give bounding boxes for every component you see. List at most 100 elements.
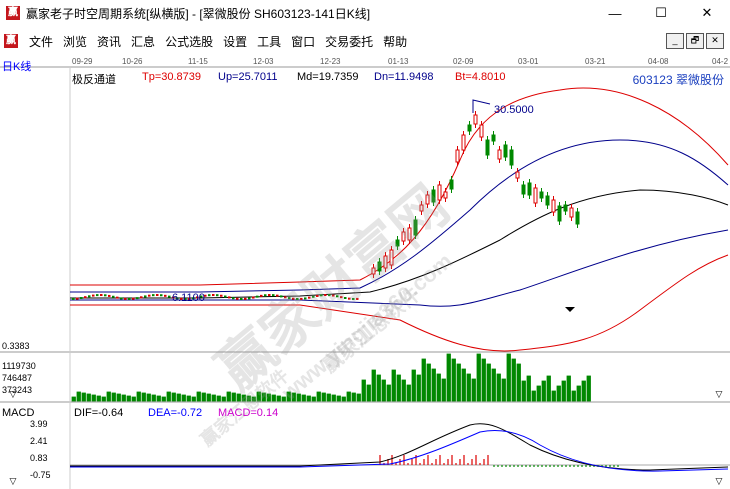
volume-bar xyxy=(191,396,196,402)
menu-info[interactable]: 资讯 xyxy=(97,34,122,49)
volume-bar xyxy=(266,393,271,402)
volume-bar xyxy=(151,394,156,402)
indicator-tp: Tp=30.8739 xyxy=(142,71,202,83)
indicator-bt: Bt=4.8010 xyxy=(455,71,506,83)
candle xyxy=(288,297,291,300)
candle xyxy=(533,187,538,204)
candle xyxy=(152,294,155,297)
scroll-down-icon[interactable]: ▽ xyxy=(9,389,17,399)
maximize-button[interactable]: ☐ xyxy=(655,5,667,20)
volume-bar xyxy=(291,392,296,402)
indicator-dn: Dn=11.9498 xyxy=(374,71,434,83)
volume-bar xyxy=(276,395,281,402)
candle xyxy=(120,297,123,300)
volume-bar xyxy=(201,392,206,402)
volume-bar xyxy=(281,396,286,402)
menu-tools[interactable]: 工具 xyxy=(257,34,282,49)
candle xyxy=(328,294,331,297)
volume-bar xyxy=(461,368,466,402)
close-button[interactable]: ✕ xyxy=(701,5,713,20)
volume-bar xyxy=(391,369,396,402)
low-price-marker: 6.1100 xyxy=(172,292,205,304)
candle xyxy=(569,207,574,218)
volume-bar xyxy=(186,395,191,402)
mdi-minimize-button[interactable]: _ xyxy=(666,33,684,49)
candle xyxy=(395,239,400,247)
macd-scroll-right-icon[interactable]: ▽ xyxy=(715,476,723,486)
mdi-close-button[interactable]: ✕ xyxy=(706,33,724,49)
candle xyxy=(563,204,568,212)
kline-chart[interactable] xyxy=(0,54,730,489)
price-floor-label: 0.3383 xyxy=(2,341,30,351)
candle xyxy=(160,294,163,297)
volume-bar xyxy=(471,378,476,402)
mdi-restore-button[interactable]: 🗗 xyxy=(686,33,704,49)
volume-bar xyxy=(136,391,141,402)
candle xyxy=(76,297,79,300)
candle xyxy=(248,297,251,300)
candle xyxy=(96,294,99,297)
candle xyxy=(491,134,496,142)
macd-value: MACD=0.14 xyxy=(218,407,279,419)
candle xyxy=(224,295,227,298)
candle xyxy=(551,199,556,213)
candle xyxy=(425,194,430,205)
volume-bar xyxy=(106,391,111,402)
minimize-button[interactable]: — xyxy=(608,5,622,21)
candle xyxy=(479,124,484,138)
chart-area[interactable]: 赢家财富网 www.yingjia360.com 赢家江恩软件 赢家江恩软件 xyxy=(0,54,730,489)
candle xyxy=(196,296,199,299)
volume-bar xyxy=(441,378,446,402)
menu-huixi[interactable]: 汇息 xyxy=(131,34,156,49)
menu-formula[interactable]: 公式选股 xyxy=(165,34,214,49)
indicator-name: 极反通道 xyxy=(72,74,116,86)
volume-bar xyxy=(386,384,391,402)
volume-bar xyxy=(221,396,226,402)
menu-file[interactable]: 文件 xyxy=(29,34,54,49)
volume-bar xyxy=(146,393,151,402)
candle xyxy=(100,294,103,297)
volume-bar xyxy=(301,394,306,402)
macd-label[interactable]: MACD xyxy=(2,407,35,419)
menu-bar: 赢 文件 浏览 资讯 汇息 公式选股 设置 工具 窗口 交易委托 帮助 xyxy=(0,30,730,52)
volume-bar xyxy=(226,391,231,402)
candle xyxy=(244,297,247,300)
volume-bar xyxy=(511,358,516,402)
date-label: 12-03 xyxy=(253,57,274,66)
menu-trade[interactable]: 交易委托 xyxy=(325,34,374,49)
date-label: 12-23 xyxy=(320,57,341,66)
volume-bar xyxy=(486,363,491,402)
volume-bar xyxy=(361,379,366,402)
date-label: 03-01 xyxy=(518,57,539,66)
menu-help[interactable]: 帮助 xyxy=(383,34,408,49)
candle xyxy=(324,294,327,297)
candle xyxy=(509,149,514,166)
volume-bar xyxy=(271,394,276,402)
volume-bar xyxy=(571,390,576,402)
menu-browse[interactable]: 浏览 xyxy=(63,34,88,49)
volume-bar xyxy=(96,395,101,402)
volume-bar xyxy=(251,396,256,402)
candle xyxy=(344,296,347,299)
candle xyxy=(236,297,239,300)
candle xyxy=(332,294,335,297)
volume-bar xyxy=(71,396,76,402)
menu-settings[interactable]: 设置 xyxy=(223,34,248,49)
macd-scroll-icon[interactable]: ▽ xyxy=(9,476,17,486)
candle xyxy=(192,297,195,300)
high-price-marker: 30.5000 xyxy=(494,104,534,116)
scroll-right-down-icon[interactable]: ▽ xyxy=(715,389,723,399)
candle xyxy=(208,294,211,297)
date-label: 11-15 xyxy=(188,57,208,66)
candle xyxy=(220,294,223,297)
volume-bar xyxy=(116,393,121,402)
volume-bar xyxy=(501,378,506,402)
candle xyxy=(276,294,279,297)
macd-tick: 0.83 xyxy=(30,453,48,463)
candle xyxy=(92,294,95,297)
period-label[interactable]: 日K线 xyxy=(2,61,32,73)
candle xyxy=(383,255,388,269)
menu-window[interactable]: 窗口 xyxy=(291,34,316,49)
volume-bar xyxy=(311,396,316,402)
candle xyxy=(419,204,424,212)
